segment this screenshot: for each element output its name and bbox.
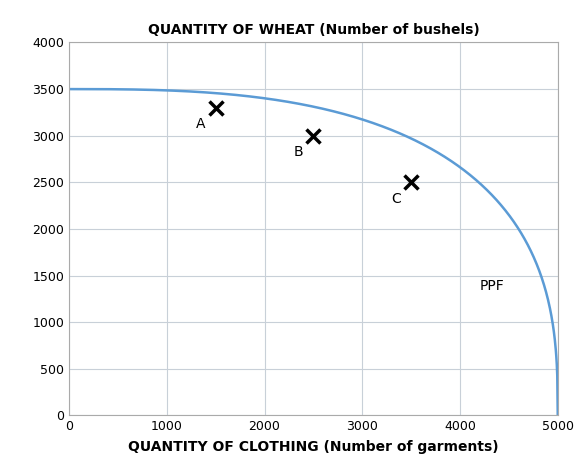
Text: A: A	[196, 117, 206, 131]
X-axis label: QUANTITY OF CLOTHING (Number of garments): QUANTITY OF CLOTHING (Number of garments…	[128, 440, 499, 454]
Text: PPF: PPF	[480, 278, 504, 293]
Text: B: B	[294, 145, 304, 159]
Text: C: C	[392, 192, 401, 206]
Title: QUANTITY OF WHEAT (Number of bushels): QUANTITY OF WHEAT (Number of bushels)	[148, 23, 479, 37]
